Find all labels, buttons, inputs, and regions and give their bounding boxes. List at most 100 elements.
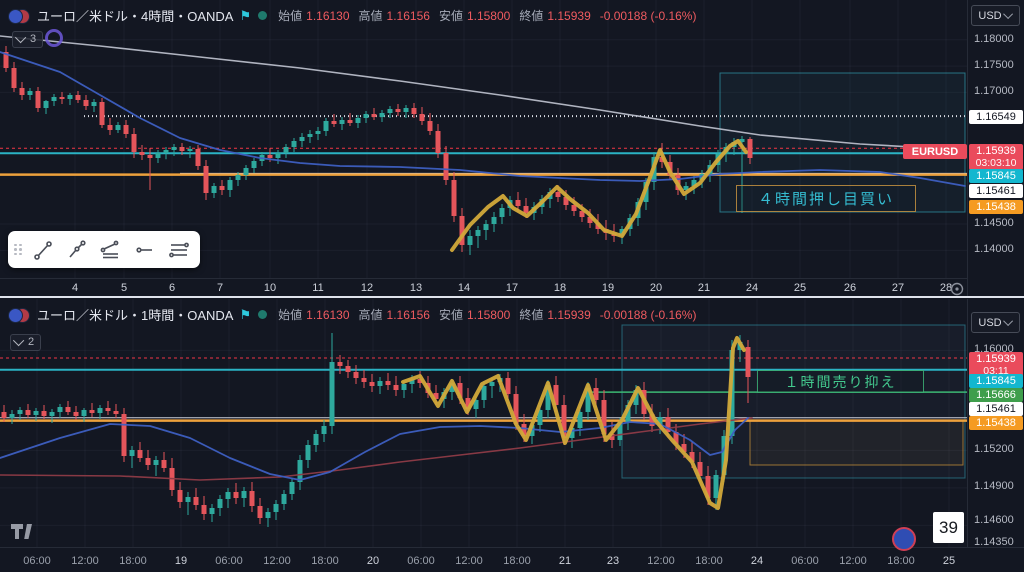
price-level-label[interactable]: 1.15666	[969, 388, 1023, 402]
candle-body	[43, 101, 49, 108]
price-level-label[interactable]: 1.15438	[969, 200, 1023, 214]
candle-body	[617, 422, 623, 440]
flag-icon[interactable]: ⚑	[239, 7, 252, 23]
price-level-label[interactable]: 1.15845	[969, 169, 1023, 183]
time-tick-label: 19	[601, 282, 615, 294]
time-tick-label: 06:00	[791, 555, 819, 567]
candle-body	[481, 386, 487, 400]
chart-canvas-4h[interactable]	[0, 0, 967, 278]
open-value: 1.16130	[306, 8, 350, 23]
annotation-4h-text: ４時間押し目買い	[757, 191, 894, 208]
chart-title-4h[interactable]: ユーロ／米ドル・4時間・OANDA	[37, 9, 234, 24]
candle-body	[491, 217, 497, 224]
trend-line-tool-button[interactable]	[28, 235, 58, 265]
candle-body	[299, 137, 305, 141]
price-level-label[interactable]: 1.16549	[969, 110, 1023, 124]
candle-body	[27, 91, 33, 95]
candle-body	[155, 153, 161, 158]
time-tick-label: 06:00	[23, 555, 51, 567]
candle-body	[251, 161, 257, 168]
candle-body	[243, 168, 249, 175]
purple-marker-icon[interactable]	[45, 29, 63, 47]
candle-body	[203, 166, 209, 193]
trend-line-icon	[34, 240, 52, 260]
candle-body	[137, 450, 143, 458]
ma-maroon[interactable]	[0, 417, 753, 481]
axis-price-label: 1.14000	[974, 243, 1014, 255]
time-tick-label: 23	[606, 555, 620, 567]
high-value: 1.16156	[386, 307, 430, 322]
time-tick-label: 5	[120, 282, 128, 294]
eu-flag-icon[interactable]	[892, 527, 916, 551]
price-level-label[interactable]: 1.15461	[969, 184, 1023, 198]
ma-gray[interactable]	[0, 35, 966, 151]
price-level-label[interactable]: 1.15461	[969, 402, 1023, 416]
price-level-label[interactable]: 1.15438	[969, 416, 1023, 430]
candle-body	[713, 475, 719, 498]
ma-blue[interactable]	[0, 417, 749, 481]
time-tick-label: 12:00	[71, 555, 99, 567]
annotation-1h-sell-cap[interactable]: １時間売り抑え	[757, 370, 924, 393]
currency-selector-1h[interactable]: USD	[971, 312, 1020, 333]
zigzag-yellow[interactable]	[450, 139, 748, 252]
indicators-collapse-button-1h[interactable]: 2	[10, 334, 42, 351]
candle-body	[233, 492, 239, 498]
time-tick-label: 12:00	[839, 555, 867, 567]
annotation-4h-dip-buy[interactable]: ４時間押し目買い	[736, 185, 916, 212]
currency-selector-4h[interactable]: USD	[971, 5, 1020, 26]
toolbar-drag-handle-icon[interactable]	[14, 243, 22, 256]
market-status-icon	[258, 11, 268, 20]
market-status-icon	[258, 310, 268, 319]
candle-body	[147, 155, 153, 158]
time-axis-4h[interactable]: 4 5 6 7 10 11 12 13 14 17 18 19 20 21 24 25 26 27 28	[0, 278, 1024, 298]
tradingview-logo[interactable]	[10, 521, 38, 541]
candle-body	[89, 410, 95, 413]
candle-body	[665, 417, 671, 432]
chart-title-1h[interactable]: ユーロ／米ドル・1時間・OANDA	[37, 308, 234, 323]
symbol-price-tag[interactable]: EURUSD	[903, 144, 967, 159]
candle-body	[339, 120, 345, 124]
price-level-label[interactable]: 1.15845	[969, 374, 1023, 388]
candle-body	[123, 125, 129, 134]
horizontal-line-tool-button[interactable]	[130, 235, 160, 265]
parallel-channel-tool-button[interactable]	[96, 235, 126, 265]
price-level-label[interactable]: 1.15939 03:11	[969, 352, 1023, 378]
price-level-label[interactable]: 1.15939 03:03:10	[969, 144, 1023, 170]
candle-body	[219, 186, 225, 190]
time-tick-label: 26	[843, 282, 857, 294]
candle-body	[601, 400, 607, 434]
candle-body	[11, 68, 17, 88]
close-value: 1.15939	[547, 8, 591, 23]
ma-blue[interactable]	[0, 51, 966, 187]
candle-body	[361, 378, 367, 382]
price-axis-4h[interactable]: 1.18000 1.17500 1.17000 1.16549 1.15939 03:03…	[967, 0, 1024, 297]
drawing-toolbar	[8, 231, 200, 268]
flag-icon[interactable]: ⚑	[239, 306, 252, 322]
candle-body	[9, 414, 15, 418]
candle-body	[417, 379, 423, 383]
time-tick-label: 21	[558, 555, 572, 567]
candle-body	[569, 428, 575, 438]
candle-body	[153, 460, 159, 465]
candle-body	[185, 497, 191, 502]
indicators-collapse-button-4h[interactable]: 3	[12, 31, 44, 48]
instrument-logo-icon	[8, 8, 30, 24]
pane-separator[interactable]	[0, 296, 1024, 298]
close-label: 終値	[519, 9, 544, 23]
highlight-box-1h[interactable]	[621, 324, 966, 479]
orange-box-1h[interactable]	[749, 419, 964, 466]
zigzag-yellow[interactable]	[401, 336, 746, 510]
horizontal-ray-tool-button[interactable]	[164, 235, 194, 265]
axis-settings-icon[interactable]	[949, 281, 965, 297]
ray-line-tool-button[interactable]	[62, 235, 92, 265]
chart-header-4h: ユーロ／米ドル・4時間・OANDA ⚑ 始値 1.16130 高値 1.16156 …	[8, 6, 696, 25]
low-value: 1.15800	[466, 307, 511, 322]
change-value: -0.00188 (-0.16%)	[599, 8, 697, 23]
candle-body	[83, 100, 89, 106]
chart-canvas-1h[interactable]	[0, 299, 967, 547]
price-axis-1h[interactable]: 1.16000 1.15939 03:11 1.15845 1.15666 1.15461…	[967, 299, 1024, 548]
candle-body	[449, 383, 455, 392]
candle-body	[305, 445, 311, 460]
time-axis-1h[interactable]: 06:00 12:00 18:00 19 06:00 12:00 18:00 20 06:00 1…	[0, 547, 1024, 572]
